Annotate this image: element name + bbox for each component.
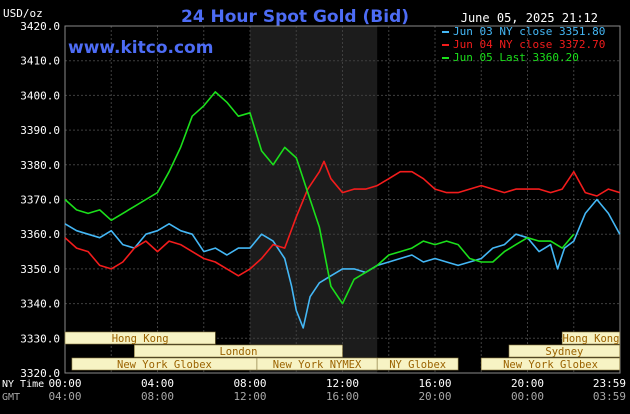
x-tick-label-ny: 20:00 [511, 377, 544, 390]
x-tick-label-ny: 08:00 [233, 377, 266, 390]
x-tick-label-gmt: 20:00 [418, 390, 451, 403]
y-tick-label: 3400.0 [20, 89, 60, 102]
session-bar [134, 344, 343, 358]
legend-label: Jun 05 Last 3360.20 [453, 51, 579, 64]
y-tick-label: 3330.0 [20, 332, 60, 345]
x-axis-label-gmt: GMT [2, 392, 20, 403]
legend-label: Jun 03 NY close 3351.80 [453, 25, 605, 38]
x-tick-label-gmt: 08:00 [141, 390, 174, 403]
x-tick-label-gmt: 16:00 [326, 390, 359, 403]
session-label: New York Globex [503, 359, 598, 371]
y-tick-label: 3360.0 [20, 228, 60, 241]
session-bar [376, 357, 459, 371]
timestamp: June 05, 2025 21:12 [461, 11, 598, 25]
x-tick-label-gmt: 00:00 [511, 390, 544, 403]
watermark: www.kitco.com [68, 38, 213, 58]
y-axis-unit: USD/oz [3, 7, 43, 20]
x-axis: 00:00 04:00 08:00 12:00 16:00 20:00 23:5904:00… [2, 377, 626, 403]
session-label: NY Globex [389, 359, 446, 371]
x-tick-label-ny: 12:00 [326, 377, 359, 390]
session-label: Hong Kong [563, 333, 620, 345]
session-label: New York NYMEX [273, 359, 362, 371]
series-line-3 [64, 91, 575, 305]
session-label: New York Globex [117, 359, 212, 371]
y-tick-label: 3320.0 [20, 367, 60, 380]
chart-title: 24 Hour Spot Gold (Bid) [181, 7, 409, 27]
y-tick-label: 3350.0 [20, 263, 60, 276]
x-tick-label-ny: 00:00 [48, 377, 81, 390]
x-axis-label-ny: NY Time [2, 379, 44, 390]
session-label: Hong Kong [112, 333, 169, 345]
legend-swatch [442, 31, 449, 33]
legend-label: Jun 04 NY close 3372.70 [453, 38, 605, 51]
y-tick-label: 3370.0 [20, 194, 60, 207]
x-tick-label-gmt: 12:00 [233, 390, 266, 403]
session-bar [64, 331, 216, 345]
x-tick-label-ny: 16:00 [418, 377, 451, 390]
y-tick-label: 3390.0 [20, 124, 60, 137]
x-tick-label-ny: 23:59 [593, 377, 626, 390]
y-tick-label: 3420.0 [20, 20, 60, 33]
session-label: Sydney [545, 346, 583, 358]
x-tick-label-gmt: 04:00 [48, 390, 81, 403]
legend-swatch [442, 44, 449, 46]
y-tick-label: 3340.0 [20, 298, 60, 311]
session-bar [480, 357, 621, 371]
x-tick-label-ny: 04:00 [141, 377, 174, 390]
series-line-1 [64, 198, 621, 329]
series-line-2 [64, 160, 621, 277]
session-label: London [219, 346, 257, 358]
plot-area: 3420.0 3410.0 3400.0 3390.0 3380.0 3370.0 3360… [20, 20, 621, 380]
legend-swatch [442, 57, 449, 59]
y-tick-label: 3380.0 [20, 159, 60, 172]
y-tick-label: 3410.0 [20, 55, 60, 68]
x-tick-label-gmt: 03:59 [593, 390, 626, 403]
session-bar [561, 331, 621, 345]
session-bar [508, 344, 621, 358]
